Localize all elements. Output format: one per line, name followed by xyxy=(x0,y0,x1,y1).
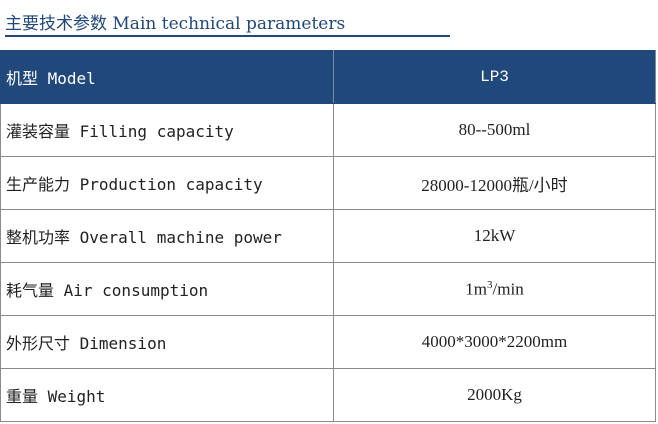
row-label: 整机功率 Overall machine power xyxy=(0,209,334,263)
table-row: 整机功率 Overall machine power 12kW xyxy=(0,209,656,263)
row-label: 灌装容量 Filling capacity xyxy=(0,103,334,157)
header-value: LP3 xyxy=(333,50,656,104)
parameters-table: 机型 Model LP3 灌装容量 Filling capacity 80--5… xyxy=(0,50,656,422)
row-value: 1m3/min xyxy=(333,262,656,316)
table-header-row: 机型 Model LP3 xyxy=(0,50,656,104)
row-value: 28000-12000瓶/小时 xyxy=(333,156,656,210)
table-row: 生产能力 Production capacity 28000-12000瓶/小时 xyxy=(0,156,656,210)
row-value: 4000*3000*2200mm xyxy=(333,315,656,369)
section-title: 主要技术参数 Main technical parameters xyxy=(5,14,450,37)
table-row: 重量 Weight 2000Kg xyxy=(0,368,656,422)
row-value: 12kW xyxy=(333,209,656,263)
row-label: 外形尺寸 Dimension xyxy=(0,315,334,369)
table-row: 灌装容量 Filling capacity 80--500ml xyxy=(0,103,656,157)
row-label: 生产能力 Production capacity xyxy=(0,156,334,210)
header-label: 机型 Model xyxy=(0,50,334,104)
row-label: 重量 Weight xyxy=(0,368,334,422)
table-row: 耗气量 Air consumption 1m3/min xyxy=(0,262,656,316)
row-label: 耗气量 Air consumption xyxy=(0,262,334,316)
row-value: 2000Kg xyxy=(333,368,656,422)
row-value: 80--500ml xyxy=(333,103,656,157)
value-superscript: 3 xyxy=(487,278,493,291)
table-row: 外形尺寸 Dimension 4000*3000*2200mm xyxy=(0,315,656,369)
value-main: 1m xyxy=(465,279,488,299)
value-unit: /min xyxy=(492,279,524,299)
